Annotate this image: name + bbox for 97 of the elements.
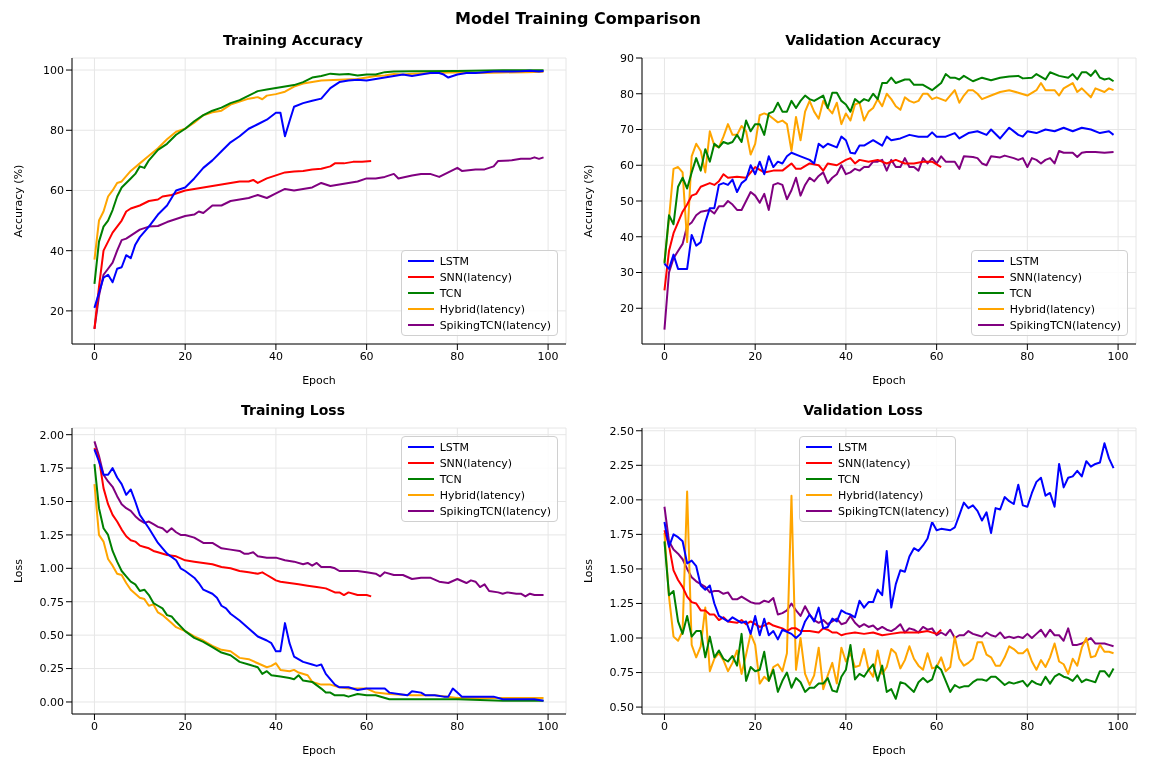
line-series bbox=[663, 126, 1115, 270]
legend-label: Hybrid(latency) bbox=[439, 488, 525, 502]
y-axis-title: Loss bbox=[11, 558, 25, 584]
x-tick-label: 40 bbox=[268, 719, 283, 733]
x-tick-label: 40 bbox=[838, 719, 853, 733]
line-series bbox=[93, 447, 373, 598]
x-tick-label: 40 bbox=[838, 349, 853, 363]
legend-label: SpikingTCN(latency) bbox=[838, 504, 950, 518]
y-tick-label: 80 bbox=[620, 87, 634, 101]
line-series bbox=[663, 157, 943, 292]
y-axis-title: Loss bbox=[581, 558, 595, 584]
legend-label: SNN(latency) bbox=[439, 456, 513, 470]
y-tick-label: 1.75 bbox=[609, 528, 634, 542]
x-tick-label: 80 bbox=[450, 349, 465, 363]
y-tick-label: 0.00 bbox=[39, 695, 64, 709]
y-tick-label: 0.75 bbox=[609, 666, 634, 680]
x-tick-label: 20 bbox=[178, 719, 193, 733]
y-tick-label: 40 bbox=[620, 230, 634, 244]
y-tick-label: 1.50 bbox=[609, 562, 634, 576]
x-tick-label: 80 bbox=[1020, 719, 1035, 733]
x-tick-label: 100 bbox=[1107, 719, 1129, 733]
line-series bbox=[663, 540, 1115, 700]
legend-label: Hybrid(latency) bbox=[439, 302, 525, 316]
legend-label: TCN bbox=[838, 472, 860, 486]
y-tick-label: 1.00 bbox=[39, 562, 64, 576]
legend-label: LSTM bbox=[838, 440, 868, 454]
y-tick-label: 0.25 bbox=[39, 662, 64, 676]
y-tick-label: 1.25 bbox=[39, 528, 64, 542]
legend-label: SNN(latency) bbox=[439, 270, 513, 284]
x-tick-label: 20 bbox=[748, 349, 763, 363]
legend-label: Hybrid(latency) bbox=[1009, 302, 1095, 316]
legend-label: LSTM bbox=[1009, 254, 1039, 268]
y-tick-label: 2.00 bbox=[39, 428, 64, 442]
chart-title: Training Accuracy bbox=[223, 32, 363, 48]
x-tick-label: 0 bbox=[90, 719, 98, 733]
legend-label: TCN bbox=[439, 286, 462, 300]
y-tick-label: 30 bbox=[620, 266, 634, 280]
text: Model Training Comparison bbox=[455, 9, 701, 28]
legend-label: LSTM bbox=[439, 440, 469, 454]
x-axis-title: Epoch bbox=[302, 744, 336, 757]
y-tick-label: 1.00 bbox=[609, 631, 634, 645]
y-tick-label: 2.25 bbox=[609, 459, 634, 473]
y-tick-label: 70 bbox=[620, 123, 634, 137]
x-tick-label: 40 bbox=[268, 349, 283, 363]
y-tick-label: 1.50 bbox=[39, 495, 64, 509]
y-tick-label: 2.00 bbox=[609, 493, 634, 507]
y-tick-label: 0.50 bbox=[609, 701, 634, 714]
x-tick-label: 80 bbox=[450, 719, 465, 733]
y-tick-label: 0.50 bbox=[39, 629, 64, 643]
x-tick-label: 100 bbox=[537, 719, 559, 733]
x-tick-label: 60 bbox=[359, 349, 374, 363]
line-series bbox=[663, 490, 1115, 691]
legend-label: LSTM bbox=[439, 254, 469, 268]
y-tick-label: 20 bbox=[620, 302, 634, 316]
y-tick-label: 20 bbox=[50, 304, 64, 318]
line-series bbox=[93, 159, 373, 330]
x-axis-title: Epoch bbox=[872, 744, 906, 757]
x-tick-label: 100 bbox=[1107, 349, 1129, 363]
y-tick-label: 0.75 bbox=[39, 595, 64, 609]
legend-label: SNN(latency) bbox=[1009, 270, 1083, 284]
x-axis-title: Epoch bbox=[872, 374, 906, 387]
legend-label: TCN bbox=[1009, 286, 1032, 300]
y-tick-label: 40 bbox=[50, 244, 64, 258]
legend-label: TCN bbox=[439, 472, 462, 486]
x-tick-label: 0 bbox=[660, 349, 668, 363]
y-tick-label: 1.75 bbox=[39, 462, 64, 475]
line-series bbox=[663, 529, 943, 637]
legend-label: SpikingTCN(latency) bbox=[439, 504, 551, 518]
x-tick-label: 0 bbox=[90, 349, 98, 363]
x-axis-title: Epoch bbox=[302, 374, 336, 387]
chart-title: Validation Accuracy bbox=[785, 32, 941, 48]
y-tick-label: 60 bbox=[620, 159, 634, 173]
y-tick-label: 50 bbox=[620, 194, 634, 208]
y-tick-label: 2.50 bbox=[609, 424, 634, 438]
x-tick-label: 80 bbox=[1020, 349, 1035, 363]
y-tick-label: 100 bbox=[43, 63, 64, 77]
x-tick-label: 0 bbox=[660, 719, 668, 733]
x-tick-label: 60 bbox=[929, 349, 944, 363]
x-tick-label: 60 bbox=[929, 719, 944, 733]
chart-title: Validation Loss bbox=[803, 402, 923, 418]
line-series bbox=[663, 442, 1115, 641]
y-axis-title: Accuracy (%) bbox=[11, 164, 25, 238]
x-tick-label: 20 bbox=[178, 349, 193, 363]
legend-label: SNN(latency) bbox=[838, 456, 911, 470]
y-tick-label: 90 bbox=[620, 51, 634, 65]
line-series bbox=[663, 505, 1115, 648]
chart-title: Training Loss bbox=[241, 402, 345, 418]
x-tick-label: 100 bbox=[537, 349, 559, 363]
x-tick-label: 60 bbox=[359, 719, 374, 733]
legend-label: SpikingTCN(latency) bbox=[439, 318, 551, 332]
y-tick-label: 60 bbox=[50, 184, 64, 198]
x-tick-label: 20 bbox=[748, 719, 763, 733]
legend-label: SpikingTCN(latency) bbox=[1009, 318, 1121, 332]
y-tick-label: 1.25 bbox=[609, 597, 634, 611]
legend-label: Hybrid(latency) bbox=[838, 488, 924, 502]
y-tick-label: 80 bbox=[50, 124, 64, 138]
y-axis-title: Accuracy (%) bbox=[581, 164, 595, 238]
